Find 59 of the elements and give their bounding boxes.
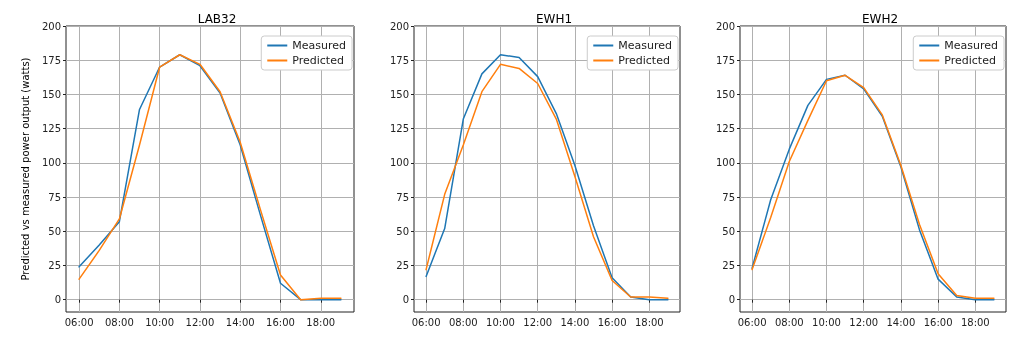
y-tick-label: 150 [715,88,735,100]
y-tick-label: 100 [389,157,409,169]
x-tick-label: 16:00 [597,316,627,328]
y-tick-label: 175 [389,54,409,66]
y-tick-label: 50 [48,225,61,237]
x-tick-label: 08:00 [104,316,134,328]
x-tick-label: 12:00 [523,316,553,328]
x-tick-label: 10:00 [145,316,175,328]
y-tick-label: 175 [715,54,735,66]
legend-label: Measured [618,39,672,52]
y-tick-label: 125 [389,123,409,135]
y-tick-label: 75 [722,191,735,203]
y-tick-label: 0 [728,294,735,306]
legend-label: Measured [944,39,998,52]
y-tick-label: 50 [722,225,735,237]
x-tick-label: 06:00 [411,316,441,328]
y-tick-label: 0 [402,294,409,306]
y-axis-title: Predicted vs measured power output (watts) [19,57,31,281]
y-tick-label: 25 [722,259,735,271]
y-tick-label: 75 [48,191,61,203]
y-tick-label: 150 [41,88,61,100]
x-tick-label: 10:00 [812,316,841,328]
x-tick-label: 18:00 [306,316,336,328]
y-tick-label: 200 [715,20,735,32]
y-tick-label: 200 [41,20,61,32]
legend-label: Predicted [944,54,996,67]
x-tick-label: 12:00 [185,316,215,328]
y-tick-label: 200 [389,20,409,32]
x-tick-label: 06:00 [737,316,767,328]
y-tick-label: 75 [396,191,409,203]
x-tick-label: 06:00 [64,316,94,328]
x-tick-label: 12:00 [849,316,879,328]
x-tick-label: 08:00 [448,316,478,328]
chart-title: EWH2 [861,12,899,26]
chart-title: LAB32 [197,12,237,26]
legend-label: Predicted [618,54,670,67]
line-series [78,53,342,301]
x-tick-label: 16:00 [923,316,953,328]
y-tick-label: 125 [715,123,735,135]
y-tick-label: 50 [396,225,409,237]
x-tick-label: 16:00 [266,316,295,328]
chart-title: EWH1 [535,12,573,26]
x-tick-label: 14:00 [886,316,916,328]
y-tick-label: 125 [41,123,61,135]
x-tick-label: 14:00 [560,316,590,328]
y-tick-label: 25 [396,259,409,271]
y-tick-label: 100 [715,157,735,169]
x-tick-label: 18:00 [960,316,990,328]
legend-label: Measured [292,39,346,52]
y-tick-label: 150 [389,88,409,100]
y-tick-label: 175 [41,54,61,66]
x-tick-label: 08:00 [774,316,804,328]
x-tick-label: 18:00 [634,316,664,328]
x-tick-label: 14:00 [225,316,255,328]
y-tick-label: 100 [41,157,61,169]
legend-label: Predicted [292,54,344,67]
x-tick-label: 10:00 [486,316,515,328]
y-tick-label: 25 [48,259,61,271]
y-tick-label: 0 [54,294,61,306]
